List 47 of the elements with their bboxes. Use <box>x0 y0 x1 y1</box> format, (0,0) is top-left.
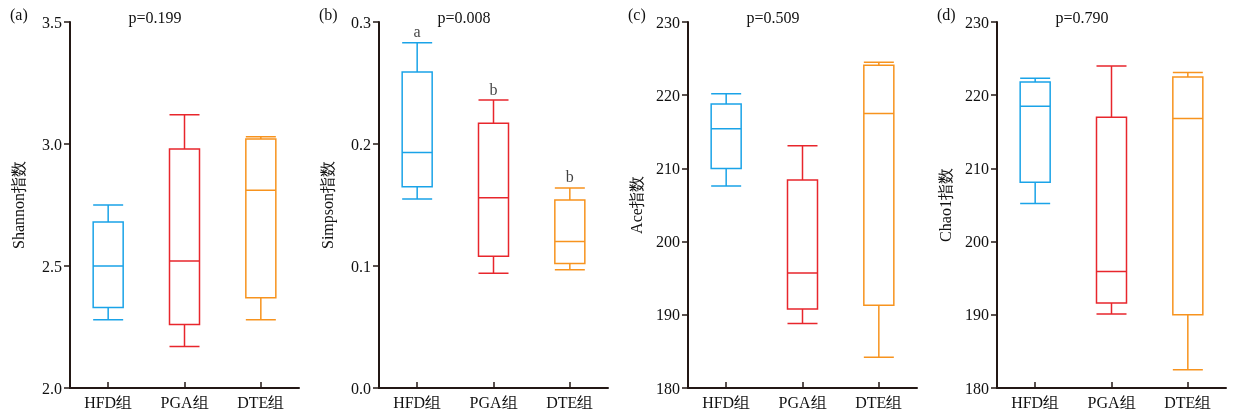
x-tick-label: PGA组 <box>469 393 518 411</box>
x-tick-label: DTE组 <box>1164 393 1212 411</box>
y-tick-label: 3.5 <box>42 13 62 31</box>
text: (b) <box>319 5 338 24</box>
chart-title: p=0.509 <box>746 8 800 27</box>
x-tick-label: DTE组 <box>546 393 594 411</box>
y-tick-label: 220 <box>965 86 989 104</box>
annotation: b <box>489 80 498 98</box>
x-tick-label: HFD组 <box>84 393 133 411</box>
text: (c) <box>628 5 646 24</box>
y-tick-label: 0.1 <box>351 257 371 275</box>
x-tick-label: HFD组 <box>702 393 751 411</box>
x-tick-label: HFD组 <box>1011 393 1060 411</box>
y-tick-label: 200 <box>965 233 989 251</box>
y-tick-label: 2.5 <box>42 257 62 275</box>
y-axis-title: Ace指数 <box>627 176 645 234</box>
y-tick-label: 220 <box>656 86 680 104</box>
y-tick-label: 210 <box>965 159 989 177</box>
y-axis-title: Simpson指数 <box>318 160 337 250</box>
chart-title: p=0.199 <box>128 8 182 27</box>
x-tick-label: PGA组 <box>160 393 209 411</box>
x-tick-label: PGA组 <box>778 393 827 411</box>
x-tick-label: PGA组 <box>1087 393 1136 411</box>
y-axis-title: Shannon指数 <box>9 161 27 249</box>
annotation: a <box>413 23 421 41</box>
y-tick-label: 200 <box>656 233 680 251</box>
y-tick-label: 0.2 <box>351 135 371 153</box>
y-tick-label: 0.0 <box>351 379 371 397</box>
y-tick-label: 2.0 <box>42 379 62 397</box>
y-tick-label: 230 <box>965 13 989 31</box>
text: (a) <box>10 5 28 24</box>
chart-title: p=0.790 <box>1055 8 1109 27</box>
y-tick-label: 190 <box>656 306 680 324</box>
text: (d) <box>937 5 956 24</box>
chart-title: p=0.008 <box>437 8 491 27</box>
x-tick-label: DTE组 <box>855 393 903 411</box>
y-tick-label: 3.0 <box>42 135 62 153</box>
x-tick-label: DTE组 <box>237 393 285 411</box>
y-tick-label: 230 <box>656 13 680 31</box>
y-axis-title: Chao1指数 <box>936 168 954 242</box>
y-tick-label: 190 <box>965 306 989 324</box>
y-tick-label: 0.3 <box>351 13 371 31</box>
y-tick-label: 180 <box>656 379 680 397</box>
y-tick-label: 210 <box>656 159 680 177</box>
x-tick-label: HFD组 <box>393 393 442 411</box>
annotation: b <box>565 168 574 186</box>
y-tick-label: 180 <box>965 379 989 397</box>
